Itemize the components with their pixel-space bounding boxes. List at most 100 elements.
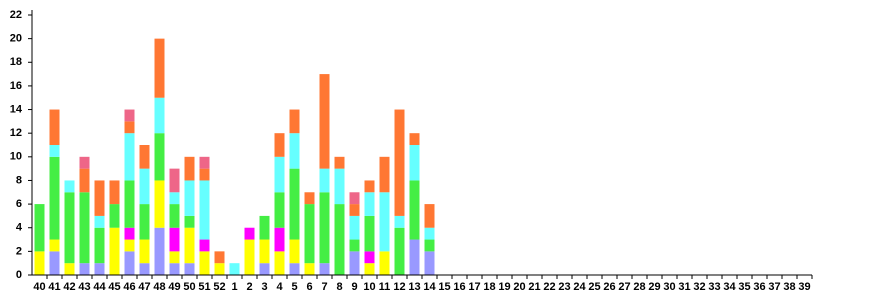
x-tick-label: 5: [291, 281, 297, 293]
bar-segment: [349, 204, 360, 216]
x-tick-label: 48: [153, 281, 165, 293]
bar-segment: [364, 263, 375, 275]
bar-segment: [244, 227, 255, 240]
x-tick-label: 16: [453, 281, 465, 293]
bar-segment: [274, 251, 285, 275]
x-tick-label: 25: [588, 281, 600, 293]
bar-segment: [349, 239, 360, 252]
bar-segment: [124, 180, 135, 228]
y-tick-label: 20: [10, 33, 22, 45]
bar-segment: [274, 192, 285, 228]
bar-segment: [169, 263, 180, 275]
x-tick-label: 32: [693, 281, 705, 293]
bar-segment: [289, 239, 300, 264]
bar-segment: [124, 227, 135, 240]
y-tick-label: 12: [10, 127, 22, 139]
bar-segment: [184, 227, 195, 264]
x-tick-label: 3: [261, 281, 267, 293]
bar-segment: [154, 227, 165, 275]
x-tick-label: 12: [393, 281, 405, 293]
x-tick-label: 7: [321, 281, 327, 293]
bar-segment: [304, 204, 315, 264]
x-tick-label: 22: [543, 281, 555, 293]
bar-segment: [199, 251, 210, 275]
bar-segment: [409, 133, 420, 145]
bar-segment: [49, 251, 60, 275]
bar-segment: [34, 204, 45, 252]
bar-segment: [319, 192, 330, 264]
bar-segment: [319, 263, 330, 275]
x-tick-label: 46: [123, 281, 135, 293]
bar-segment: [64, 180, 75, 193]
x-tick-label: 49: [168, 281, 180, 293]
x-tick-label: 51: [198, 281, 210, 293]
y-tick-label: 14: [10, 103, 23, 115]
x-tick-label: 42: [63, 281, 75, 293]
bar-segment: [139, 263, 150, 275]
x-tick-label: 17: [468, 281, 480, 293]
bar-segment: [274, 133, 285, 157]
bar-segment: [124, 133, 135, 181]
bar-segment: [199, 156, 210, 169]
bar-segment: [424, 204, 435, 228]
x-tick-label: 35: [738, 281, 750, 293]
bar-segment: [409, 145, 420, 181]
y-tick-label: 18: [10, 56, 22, 68]
bar-segment: [334, 168, 345, 205]
bar-segment: [424, 239, 435, 252]
x-tick-label: 43: [78, 281, 90, 293]
x-tick-label: 26: [603, 281, 615, 293]
x-tick-label: 28: [633, 281, 645, 293]
x-tick-label: 14: [423, 281, 436, 293]
bar-segment: [364, 180, 375, 193]
bar-segment: [214, 263, 225, 275]
bar-segment: [379, 192, 390, 252]
y-tick-label: 16: [10, 80, 22, 92]
x-tick-label: 1: [231, 281, 237, 293]
bar-segment: [349, 215, 360, 240]
x-tick-label: 34: [723, 281, 736, 293]
bar-segment: [394, 109, 405, 216]
bar-segment: [94, 180, 105, 216]
bar-segment: [49, 156, 60, 240]
x-tick-label: 19: [498, 281, 510, 293]
bar-segment: [79, 156, 90, 169]
y-tick-label: 10: [10, 151, 22, 163]
bar-segment: [169, 192, 180, 205]
bar-segment: [94, 227, 105, 264]
bar-segment: [154, 180, 165, 228]
bar-segment: [304, 192, 315, 205]
x-tick-label: 4: [276, 281, 283, 293]
x-tick-label: 23: [558, 281, 570, 293]
x-tick-label: 15: [438, 281, 450, 293]
bar-segment: [319, 168, 330, 193]
x-tick-label: 21: [528, 281, 540, 293]
bar-segment: [139, 145, 150, 169]
bar-segment: [334, 156, 345, 169]
bar-segment: [184, 156, 195, 181]
x-tick-label: 30: [663, 281, 675, 293]
x-tick-label: 38: [783, 281, 795, 293]
bar-segment: [424, 227, 435, 240]
bar-segment: [169, 227, 180, 252]
bar-segment: [184, 263, 195, 275]
bar-segment: [109, 180, 120, 205]
bar-segment: [244, 239, 255, 275]
y-tick-label: 22: [10, 9, 22, 21]
x-tick-label: 33: [708, 281, 720, 293]
y-tick-label: 6: [16, 198, 22, 210]
x-tick-label: 6: [306, 281, 312, 293]
x-tick-label: 45: [108, 281, 120, 293]
bar-segment: [289, 263, 300, 275]
x-tick-label: 27: [618, 281, 630, 293]
x-tick-label: 20: [513, 281, 525, 293]
bar-segment: [424, 251, 435, 275]
bar-segment: [199, 239, 210, 252]
bar-segment: [169, 168, 180, 193]
bar-segment: [184, 215, 195, 228]
bar-segment: [394, 215, 405, 228]
bar-segment: [34, 251, 45, 275]
bar-segment: [394, 227, 405, 275]
